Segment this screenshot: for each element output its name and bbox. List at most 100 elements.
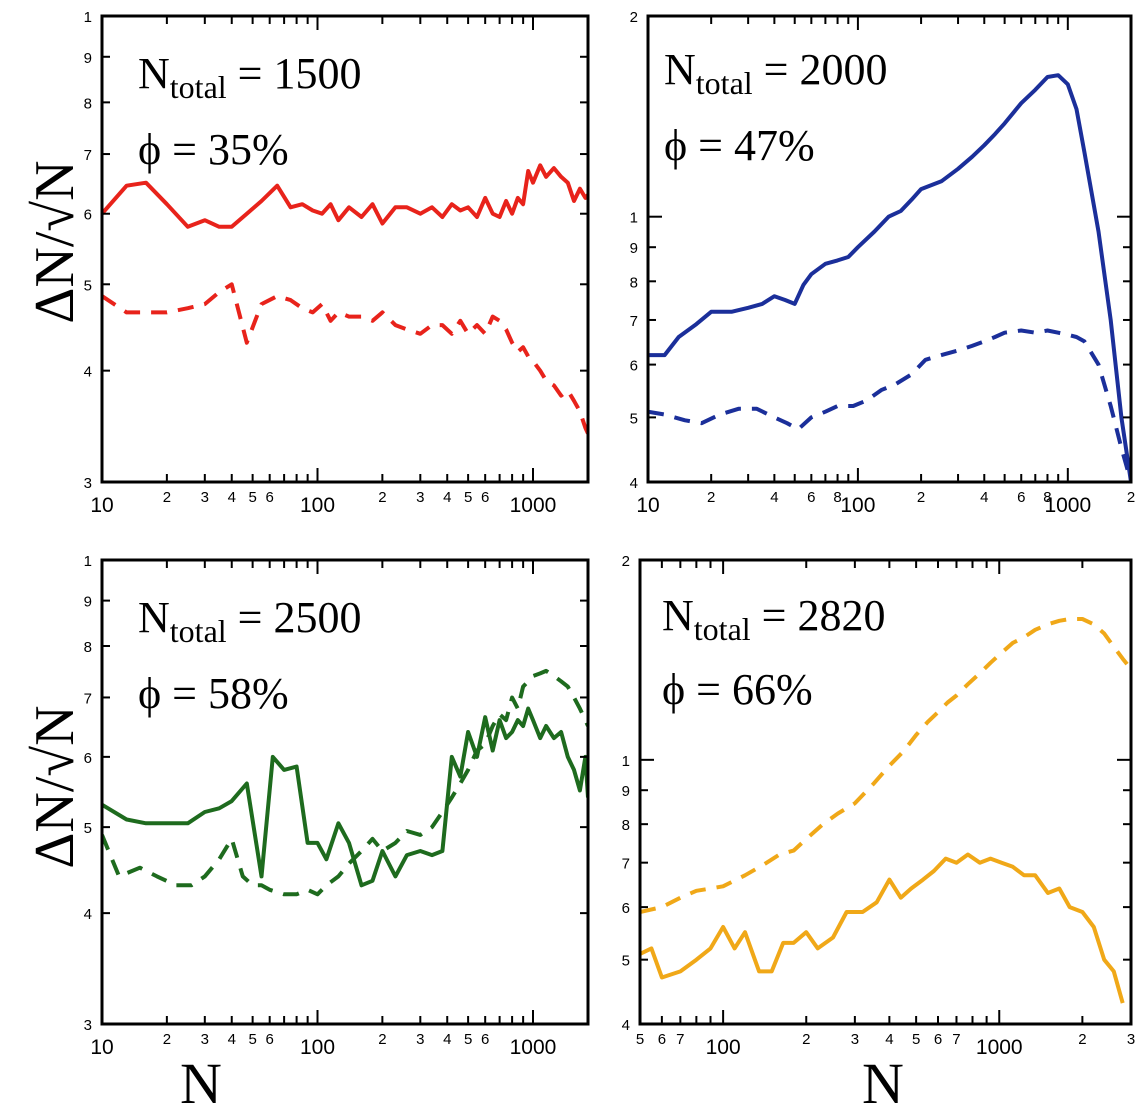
panel1-frame <box>100 14 590 484</box>
panel1-ntotal-value: 1500 <box>273 49 362 98</box>
panel4-series-solid-line <box>640 852 1125 1004</box>
panel4-x-tick-label: 2 <box>1078 1031 1086 1048</box>
panel3-frame <box>100 558 590 1026</box>
panel1-y-tick-label: 3 <box>84 475 92 492</box>
panel2-y-tick-label: 9 <box>630 240 638 257</box>
panel4-y-tick-label: 8 <box>622 817 630 834</box>
panel4-y-tick-label: 4 <box>622 1017 630 1034</box>
panel2-x-tick-label: 6 <box>1017 489 1025 506</box>
panel3-x-tick-label: 2 <box>163 1031 171 1048</box>
panel4-y-tick-label: 9 <box>622 783 630 800</box>
panel4-y-tick-label: 7 <box>622 856 630 873</box>
panel2-x-tick-label: 6 <box>807 489 815 506</box>
panel2-series-dashed-line <box>648 328 1131 482</box>
panel1-x-tick-label: 10 <box>90 494 113 517</box>
panel4-y-tick-label: 1 <box>622 753 630 770</box>
panel1-series-solid-line <box>102 163 588 229</box>
panel2-y-tick-label: 6 <box>630 358 638 375</box>
panel1-series-dashed-line <box>102 282 588 435</box>
panel4-x-tick-label: 5 <box>636 1031 644 1048</box>
panel1-x-tick-label: 100 <box>300 494 335 517</box>
panel4-series-dashed-line <box>640 617 1131 914</box>
panel2-phi-value: 47% <box>733 121 815 170</box>
panel3-y-tick-label: 6 <box>84 750 92 767</box>
panel4-x-tick-label: 7 <box>952 1031 960 1048</box>
panel3-x-tick-label: 5 <box>248 1031 256 1048</box>
panel3-x-tick-label: 100 <box>300 1036 335 1059</box>
panel1-y-tick-label: 6 <box>84 207 92 224</box>
panel3-phi-value: 58% <box>207 669 289 718</box>
panel1-x-tick-label: 5 <box>464 489 472 506</box>
panel4-x-tick-label: 4 <box>885 1031 893 1048</box>
panel2-x-tick-label: 4 <box>980 489 988 506</box>
panel3-y-tick-label: 9 <box>84 594 92 611</box>
panel1-phi-value: 35% <box>207 125 289 174</box>
panel2-ntotal-value: 2000 <box>799 45 888 94</box>
panel4-phi-label: ϕ = 66% <box>662 665 813 714</box>
panel1-y-tick-label: 7 <box>84 147 92 164</box>
panel3-y-tick-label: 8 <box>84 639 92 656</box>
panel1-x-tick-label: 4 <box>443 489 451 506</box>
panel3-x-tick-label: 2 <box>378 1031 386 1048</box>
panel3-x-tick-label: 4 <box>443 1031 451 1048</box>
panel4-frame <box>638 558 1133 1026</box>
panel4-x-tick-label: 6 <box>658 1031 666 1048</box>
panel2-y-tick-label: 2 <box>630 9 638 26</box>
panel2-x-tick-label: 10 <box>636 494 659 517</box>
panel4-x-tick-label: 5 <box>912 1031 920 1048</box>
panel2-x-tick-label: 1000 <box>1044 494 1091 517</box>
panel4-y-tick-label: 2 <box>622 553 630 570</box>
panel2-y-tick-label: 5 <box>630 410 638 427</box>
panel2-x-tick-label: 100 <box>840 494 875 517</box>
panel3-series-dashed-line <box>102 668 588 897</box>
panel1-y-tick-label: 5 <box>84 277 92 294</box>
panel3-series-solid-line <box>102 706 588 888</box>
panel2-x-tick-label: 8 <box>1043 489 1051 506</box>
panel3-x-tick-label: 1000 <box>510 1036 557 1059</box>
panel3-y-tick-label: 7 <box>84 690 92 707</box>
panel1-x-tick-label: 2 <box>163 489 171 506</box>
panel2-ntotal-label: Ntotal = 2000 <box>664 45 888 101</box>
panel2-x-tick-label: 2 <box>1127 489 1135 506</box>
panel3-y-tick-label: 1 <box>84 553 92 570</box>
panel3-x-tick-label: 6 <box>266 1031 274 1048</box>
x-axis-label-left: N <box>180 1051 222 1116</box>
panel4-x-tick-label: 6 <box>934 1031 942 1048</box>
panel2-y-tick-label: 7 <box>630 313 638 330</box>
x-axis-label-right: N <box>862 1051 904 1116</box>
panel1-x-tick-label: 2 <box>378 489 386 506</box>
panel2-y-tick-label: 1 <box>630 210 638 227</box>
panel2-group: 2 4 6 8 2 4 6 8 2 10 100 1000 4 5 6 7 8 9 1 2 <box>630 9 1136 517</box>
panel3-x-tick-label: 5 <box>464 1031 472 1048</box>
panel4-ntotal-label: Ntotal = 2820 <box>662 591 886 647</box>
panel2-x-tick-label: 4 <box>770 489 778 506</box>
panel4-phi-value: 66% <box>731 665 813 714</box>
panel4-ntotal-value: 2820 <box>797 591 886 640</box>
panel1-y-tick-label: 8 <box>84 95 92 112</box>
panel1-ntotal-label: Ntotal = 1500 <box>138 49 362 105</box>
panel3-phi-label: ϕ = 58% <box>138 669 289 718</box>
panel4-x-tick-label: 100 <box>706 1036 741 1059</box>
panel2-series-solid-line <box>648 73 1131 482</box>
panel3-ntotal-label: Ntotal = 2500 <box>138 593 362 649</box>
panel3-y-tick-label: 4 <box>84 906 92 923</box>
panel1-y-tick-label: 9 <box>84 50 92 67</box>
panel4-y-tick-label: 6 <box>622 900 630 917</box>
panel1-x-tick-label: 3 <box>416 489 424 506</box>
panel1-phi-label: ϕ = 35% <box>138 125 289 174</box>
panel4-x-tick-label: 3 <box>851 1031 859 1048</box>
panel2-x-tick-label: 8 <box>833 489 841 506</box>
panel2-frame <box>646 14 1133 484</box>
panel1-x-tick-label: 6 <box>481 489 489 506</box>
panel2-y-tick-label: 8 <box>630 274 638 291</box>
panel3-ntotal-value: 2500 <box>273 593 362 642</box>
panel3-x-tick-label: 4 <box>228 1031 236 1048</box>
panel1-y-tick-label: 1 <box>84 9 92 26</box>
panel2-x-tick-label: 2 <box>707 489 715 506</box>
panel1-x-tick-label: 3 <box>201 489 209 506</box>
panel3-x-tick-label: 3 <box>201 1031 209 1048</box>
